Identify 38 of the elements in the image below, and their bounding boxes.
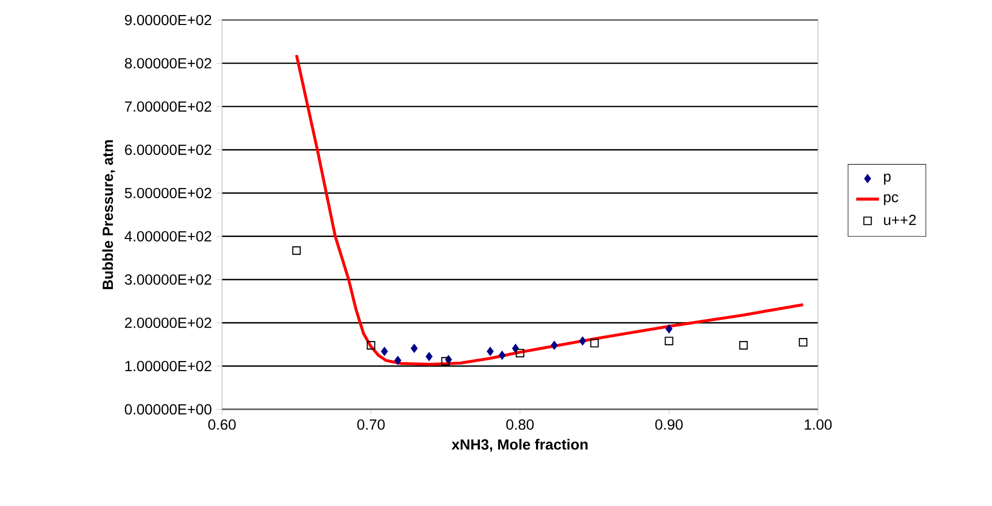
point [426, 352, 433, 362]
point [441, 357, 450, 366]
x-axis-title: xNH3, Mole fraction [452, 438, 588, 452]
point [798, 338, 808, 347]
point [498, 350, 506, 360]
y-tick-label: 7.00000E+02 [125, 101, 212, 112]
legend-label: pc [884, 194, 898, 206]
point [486, 346, 494, 356]
y-tick-label: 1.00000E+02 [125, 360, 212, 372]
point [550, 340, 558, 350]
point [516, 348, 524, 358]
x-tick-label: 1.00 [804, 419, 832, 430]
line-series [295, 54, 805, 366]
x-tick-label: 0.80 [506, 419, 534, 430]
y-tick-label: 5.00000E+02 [124, 188, 212, 198]
point [394, 356, 402, 365]
x-tick-label: 0.60 [208, 419, 236, 430]
point [292, 246, 301, 255]
y-tick-label: 4.00000E+02 [124, 231, 212, 242]
x-tick-label: 0.90 [655, 419, 683, 430]
point [366, 341, 376, 350]
point [380, 346, 388, 356]
y-tick-label: 0.00000E+00 [124, 404, 212, 415]
y-tick-label: 8.00000E+02 [124, 58, 212, 68]
point [664, 336, 674, 346]
y-tick-label: 2.00000E+02 [125, 318, 212, 328]
legend-label: p [884, 174, 891, 185]
x-tick-label: 0.70 [357, 419, 385, 430]
y-axis-title: Bubble Pressure, atm [102, 140, 116, 290]
point [410, 344, 418, 353]
y-tick-label: 3.00000E+02 [124, 274, 212, 285]
point [579, 336, 586, 346]
y-tick-label: 6.00000E+02 [125, 144, 212, 155]
point [590, 338, 599, 348]
point [666, 324, 672, 334]
point [739, 341, 748, 350]
y-tick-label: 9.00000E+02 [124, 14, 212, 26]
legend-label: u++2 [884, 214, 916, 226]
